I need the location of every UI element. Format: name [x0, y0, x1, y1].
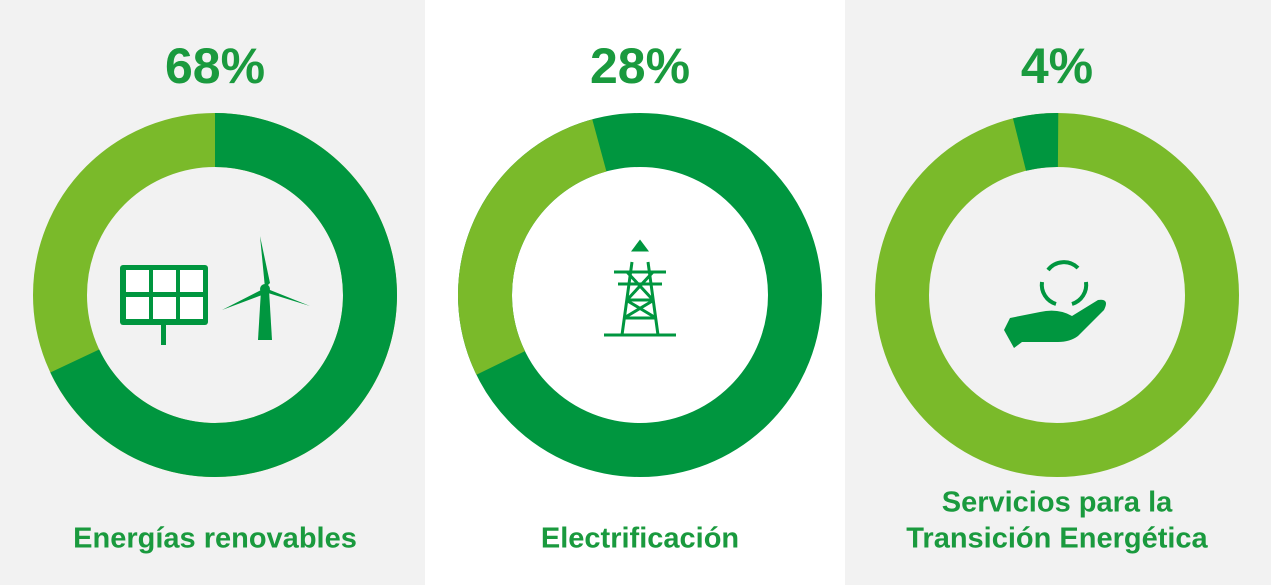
percent-label: 28%	[590, 38, 690, 94]
percent-label: 68%	[165, 38, 265, 94]
category-label: Energías renovables	[73, 523, 357, 555]
category-label: Servicios para la	[942, 487, 1173, 519]
category-label: Electrificación	[541, 523, 739, 555]
hand-recycle-icon	[1004, 260, 1106, 348]
category-label: Transición Energética	[906, 523, 1208, 555]
donut-segment	[1012, 113, 1059, 171]
donut-segment	[458, 119, 607, 375]
wind-turbine-icon	[222, 236, 310, 340]
solar-panel-icon	[120, 265, 208, 345]
donut-segment	[50, 113, 398, 478]
percent-label: 4%	[1021, 38, 1093, 94]
pylon-icon	[604, 239, 676, 337]
